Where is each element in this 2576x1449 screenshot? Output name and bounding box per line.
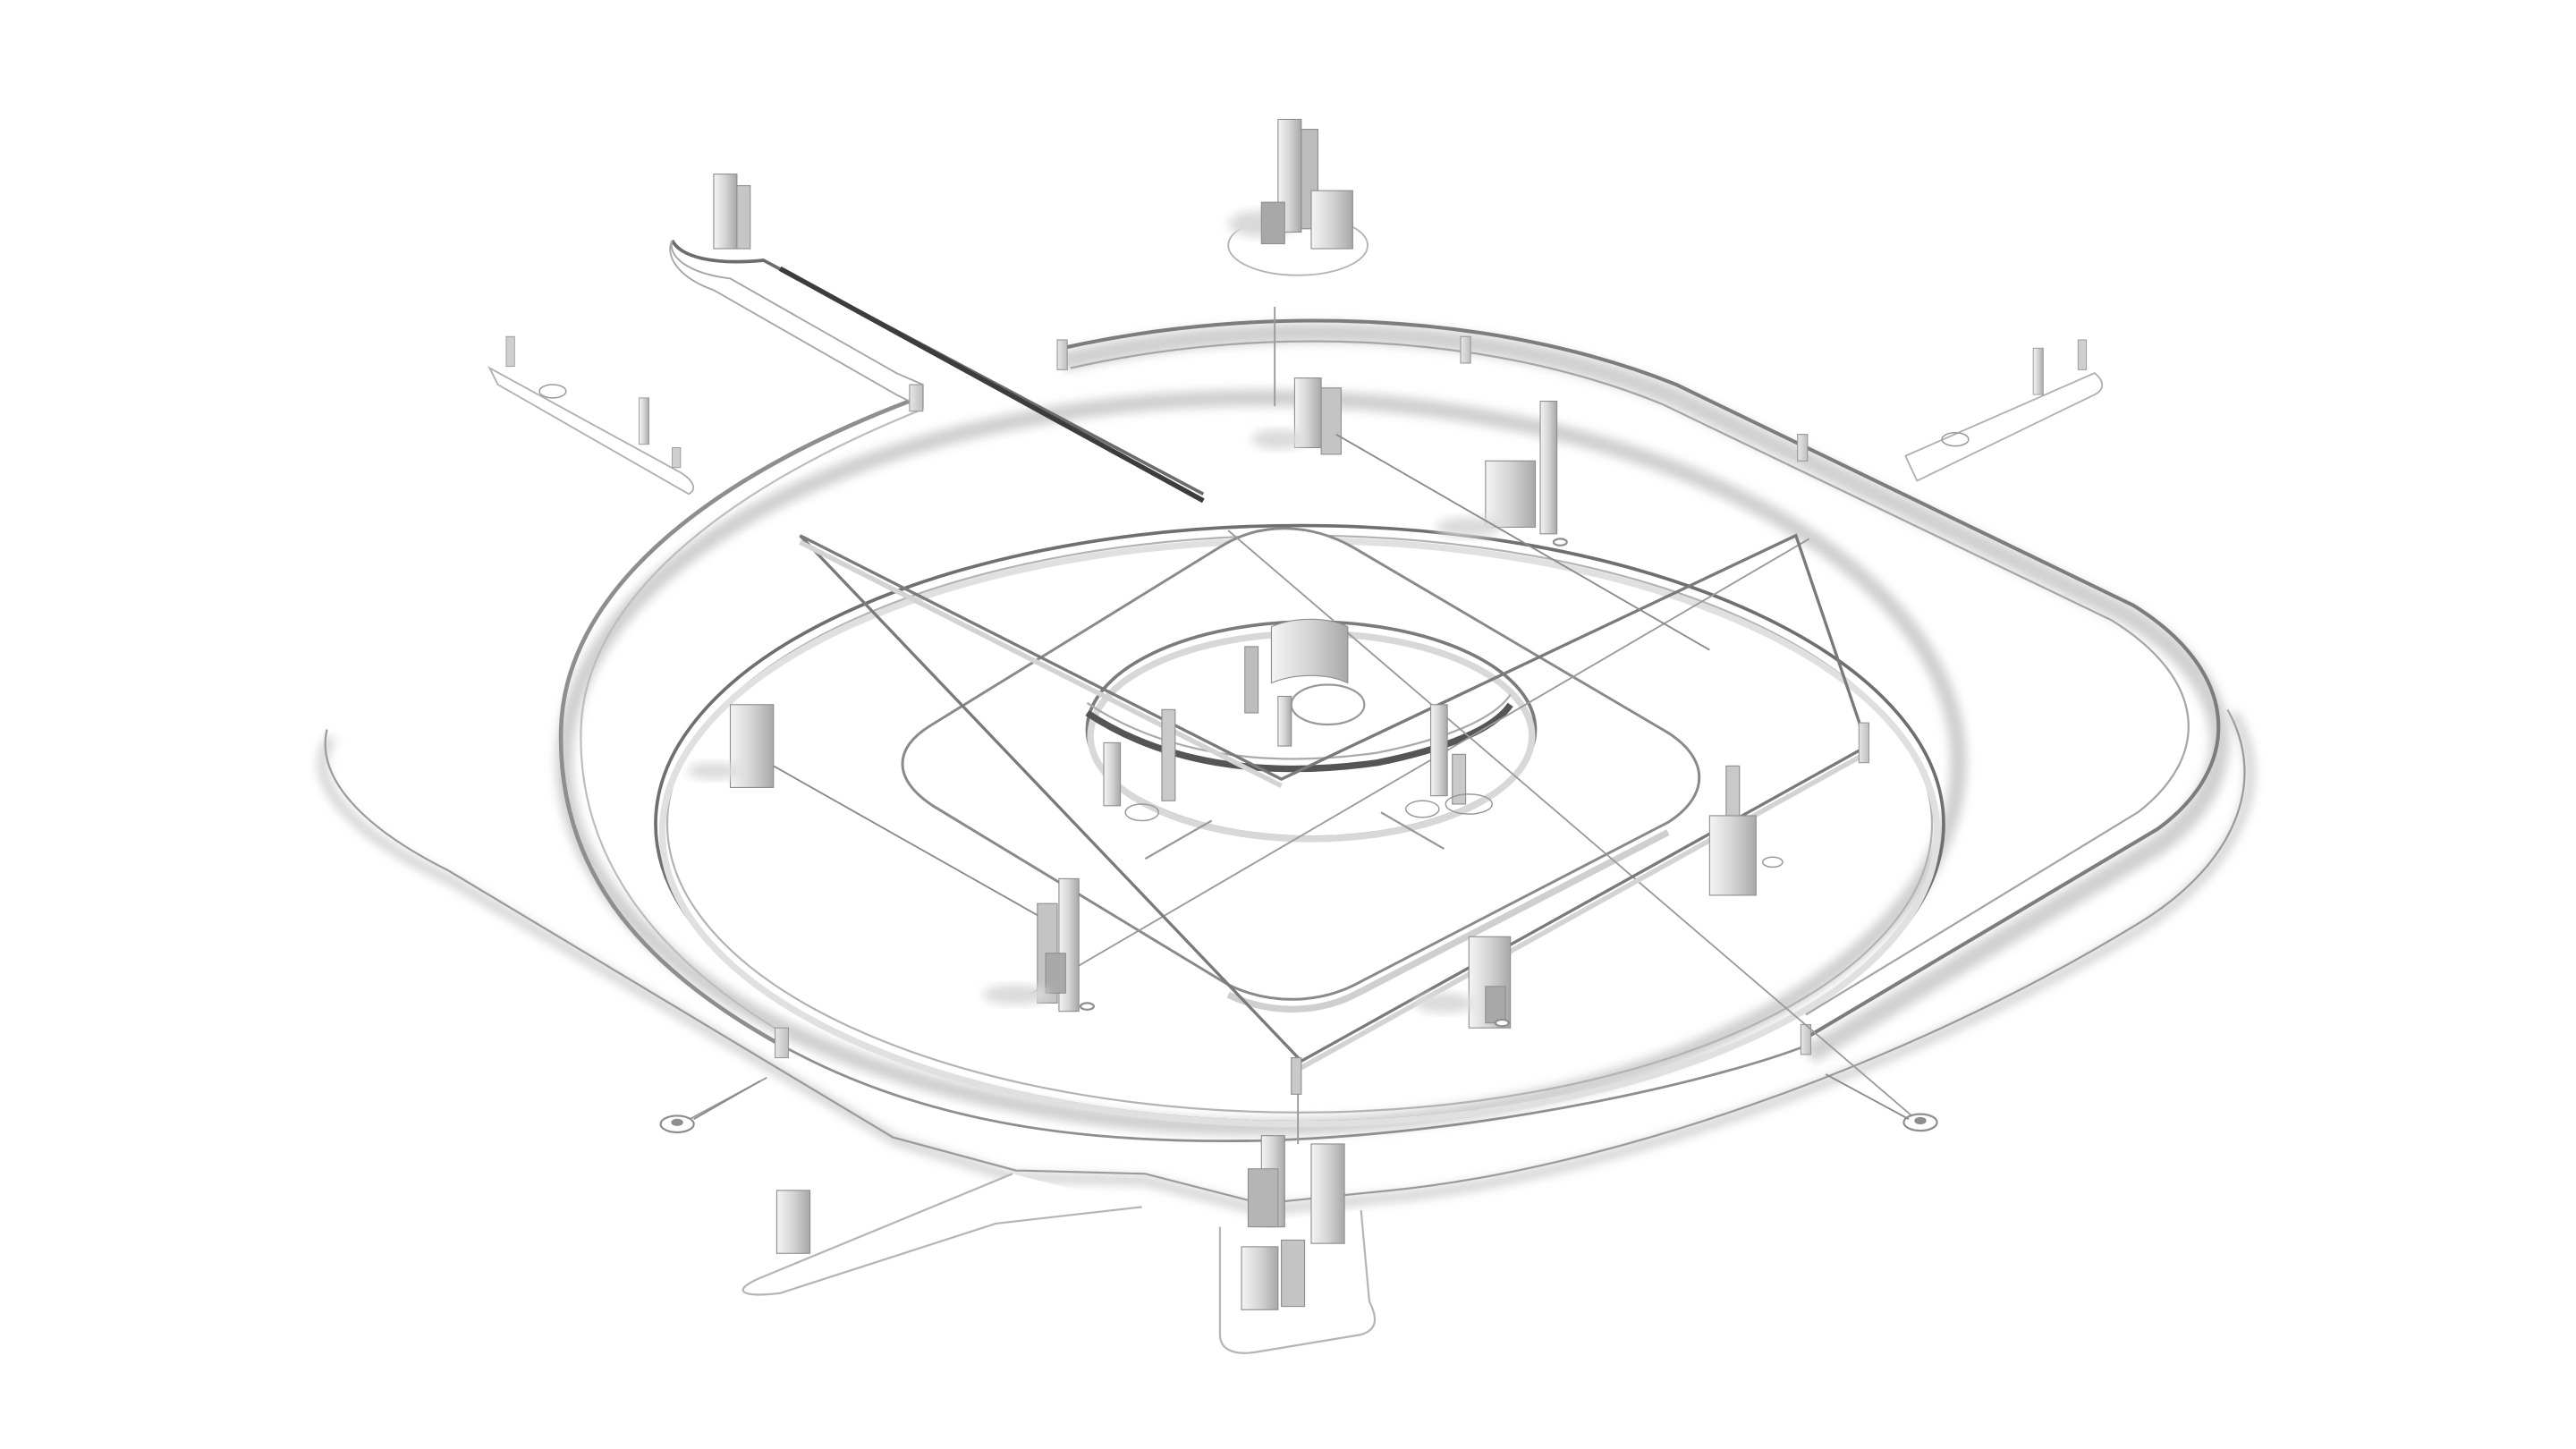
bottom-center-post <box>1291 1057 1302 1095</box>
right-wall-top <box>1062 318 2221 1040</box>
marker-lower-right-small <box>1494 1018 1510 1028</box>
inner-curved-wall <box>1085 702 1513 773</box>
marker-bottom-right-dot <box>1914 1116 1927 1125</box>
marker-lower-left-small <box>1079 1002 1095 1011</box>
top-piece-box-2 <box>1260 201 1285 245</box>
floating-right-post-1 <box>2032 347 2044 395</box>
connector-right <box>1825 1073 1910 1120</box>
bottom-left-pillar <box>775 1190 811 1254</box>
marker-connectors <box>693 433 1910 1120</box>
diagonal-beam-shadow <box>778 266 1205 504</box>
outer-circle-arc-inner <box>580 410 919 1032</box>
connector-left-inner <box>773 765 1038 916</box>
inner-left-post-1 <box>1103 741 1122 807</box>
interior-blocks <box>687 377 1870 1310</box>
inner-left-bar <box>1144 819 1213 860</box>
center-arc-wall <box>1270 618 1349 684</box>
bottom-center-box <box>1247 1168 1279 1228</box>
marker-right-small <box>1552 538 1568 547</box>
inner-right-bar <box>1380 811 1445 850</box>
outer-circle-shadow <box>555 389 1967 1136</box>
wall-post-2 <box>1460 335 1471 364</box>
axis-line-nw <box>1029 538 1810 996</box>
bottom-center-tall-2 <box>1310 1143 1345 1244</box>
top-left-pillar-2 <box>736 185 751 250</box>
right-mid-post <box>1725 765 1741 817</box>
block-left-shadow <box>687 762 741 780</box>
inner-left-post-2 <box>1161 708 1176 801</box>
inner-right-circle <box>1445 793 1493 815</box>
floating-left-post-2 <box>638 397 650 445</box>
wall-end-post-bottom <box>775 1027 789 1059</box>
inner-right-post-1 <box>1430 704 1448 797</box>
floating-left-base <box>487 366 695 496</box>
outer-platform-edge <box>324 708 2246 1205</box>
right-mid-circle <box>1761 856 1784 869</box>
center-post-2 <box>1277 695 1292 747</box>
right-wall-shadow <box>1060 322 2230 1063</box>
wall-end-post-left <box>909 384 924 412</box>
lower-left-shadow <box>982 985 1049 1005</box>
wall-post-3 <box>1797 434 1809 462</box>
inner-square-path <box>901 527 1701 1001</box>
outer-circle-wall <box>555 389 1967 1143</box>
right-wall-inner <box>1070 340 2190 1016</box>
endpoint-markers <box>659 538 1938 1134</box>
floating-right-base <box>1904 371 2104 482</box>
floating-left-post-3 <box>672 446 682 469</box>
block-upper-1 <box>1293 377 1322 449</box>
block-right-shadow <box>1436 517 1503 538</box>
block-right-box <box>1485 460 1537 528</box>
inner-left-circle <box>1124 803 1159 822</box>
lower-right-shadow <box>1414 993 1474 1013</box>
bottom-tab <box>741 1173 1142 1296</box>
right-mid-block <box>1708 815 1757 896</box>
top-left-pillar <box>713 174 738 250</box>
right-rounded-wall <box>1056 318 2230 1063</box>
rail-corner-post <box>1858 722 1870 764</box>
diamond-rail <box>799 533 1869 1071</box>
wall-post-1 <box>1056 339 1068 370</box>
diamond-rail-line <box>799 533 1869 1063</box>
block-left <box>729 704 775 788</box>
floating-piece-left <box>487 335 695 496</box>
floating-left-post-1 <box>505 335 515 368</box>
bottom-center-low-1 <box>1241 1246 1279 1310</box>
inner-curved-wall-top <box>1086 694 1512 760</box>
floating-left-circle <box>538 384 567 399</box>
outer-platform-shadow <box>318 710 2255 1216</box>
diamond-rail-shadow <box>799 539 1868 1071</box>
center-post-1 <box>1244 646 1259 714</box>
floating-piece-top <box>1227 118 1369 276</box>
floating-right-post-2 <box>2077 339 2088 370</box>
inner-right-circle-2 <box>1405 800 1440 818</box>
connector-upper-inner <box>1335 433 1710 651</box>
block-upper-2 <box>1320 387 1342 455</box>
floating-piece-right <box>1904 339 2104 482</box>
lower-left-small <box>1045 953 1066 994</box>
diagonal-beam-top <box>670 239 1205 496</box>
outer-circle-arc <box>558 395 919 1046</box>
floating-right-circle <box>1941 432 1970 447</box>
lower-right-small <box>1485 986 1506 1024</box>
connector-left <box>693 1080 761 1120</box>
block-right-tall <box>1539 401 1558 535</box>
marker-bottom-left-dot <box>671 1118 683 1126</box>
bottom-center-low-2 <box>1281 1239 1306 1308</box>
inner-right-post-2 <box>1452 753 1467 805</box>
top-piece-box <box>1310 190 1353 250</box>
block-upper-shadow <box>1251 429 1305 450</box>
